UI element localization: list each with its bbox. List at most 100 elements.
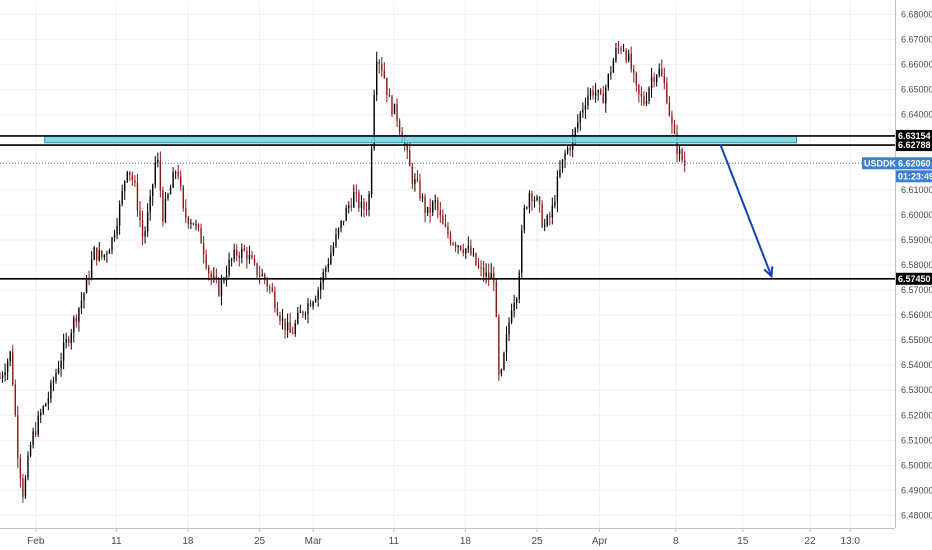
candle-body bbox=[607, 74, 610, 88]
candle-body bbox=[396, 103, 398, 121]
candle-body bbox=[286, 322, 289, 331]
candle-body bbox=[549, 215, 551, 218]
candle-body bbox=[365, 209, 368, 211]
candle-body bbox=[579, 112, 582, 123]
candle-body bbox=[355, 192, 358, 194]
candle-body bbox=[208, 267, 210, 274]
candle-body bbox=[60, 360, 62, 369]
candle-body bbox=[241, 248, 243, 259]
candle-body bbox=[29, 444, 32, 456]
candle-body bbox=[340, 220, 342, 229]
candle-body bbox=[645, 100, 648, 104]
candle-body bbox=[129, 171, 131, 176]
candle-body bbox=[34, 431, 37, 435]
candle-body bbox=[322, 272, 324, 283]
candle-body bbox=[666, 83, 668, 103]
candle-body bbox=[146, 212, 149, 232]
candle-body bbox=[45, 403, 47, 407]
candle-body bbox=[475, 253, 477, 265]
candle-body bbox=[312, 301, 314, 307]
candle-body bbox=[477, 264, 480, 268]
candle-body bbox=[320, 282, 322, 291]
candle-body bbox=[276, 307, 279, 315]
candle-body bbox=[589, 90, 592, 96]
candle-body bbox=[103, 254, 106, 257]
level-price-tag-label: 6.62788 bbox=[898, 140, 931, 150]
candle-body bbox=[144, 231, 146, 237]
candle-body bbox=[162, 190, 164, 222]
candle-body bbox=[434, 200, 436, 203]
x-tick-label: 11 bbox=[389, 536, 400, 547]
candle-body bbox=[577, 122, 579, 129]
candle-body bbox=[236, 249, 238, 256]
candle-body bbox=[536, 196, 538, 201]
candle-body bbox=[177, 172, 179, 177]
x-tick-label: 8 bbox=[673, 536, 679, 547]
last-price-tag-label: 6.62060 bbox=[898, 158, 931, 168]
candle-body bbox=[337, 228, 340, 235]
candle-body bbox=[668, 102, 671, 116]
candle-body bbox=[617, 47, 620, 49]
candle-body bbox=[564, 153, 566, 160]
candle-body bbox=[582, 109, 584, 113]
candle-body bbox=[159, 160, 162, 191]
candle-body bbox=[271, 287, 274, 292]
candle-body bbox=[360, 202, 363, 208]
candle-body bbox=[22, 478, 24, 498]
candle-body bbox=[124, 181, 126, 192]
candle-body bbox=[213, 276, 215, 279]
candle-body bbox=[414, 179, 416, 184]
candle-body bbox=[353, 192, 355, 208]
candle-body bbox=[561, 159, 564, 170]
candle-body bbox=[615, 47, 617, 61]
candle-body bbox=[246, 250, 248, 260]
candle-body bbox=[459, 245, 462, 250]
candle-body bbox=[90, 259, 93, 279]
candle-body bbox=[409, 150, 411, 167]
candle-body bbox=[251, 255, 253, 259]
candle-body bbox=[284, 318, 286, 331]
candle-body bbox=[635, 72, 638, 85]
candle-body bbox=[503, 352, 505, 370]
x-tick-label: 18 bbox=[182, 536, 194, 547]
candle-body bbox=[513, 302, 515, 311]
y-tick-label: 6.60000 bbox=[901, 210, 932, 220]
candle-body bbox=[447, 226, 449, 235]
candle-body bbox=[541, 204, 543, 227]
candle-body bbox=[681, 149, 683, 161]
candle-body bbox=[228, 259, 230, 275]
candle-body bbox=[370, 148, 373, 195]
y-tick-label: 6.64000 bbox=[901, 110, 932, 120]
y-tick-label: 6.67000 bbox=[901, 35, 932, 45]
candle-body bbox=[292, 332, 294, 334]
candle-body bbox=[602, 93, 604, 104]
candle-body bbox=[393, 103, 396, 115]
candle-body bbox=[309, 303, 312, 307]
candle-body bbox=[490, 273, 492, 279]
time-axis[interactable]: Feb 11 18 25 Mar 11 18 25 Apr 8 15 22 13:0 bbox=[0, 528, 895, 547]
candle-body bbox=[50, 382, 52, 399]
candle-body bbox=[376, 61, 378, 95]
candle-body bbox=[627, 53, 630, 61]
y-tick-label: 6.66000 bbox=[901, 60, 932, 70]
candle-body bbox=[673, 124, 676, 134]
candle-body bbox=[426, 207, 429, 213]
candle-body bbox=[467, 246, 470, 249]
candle-body bbox=[419, 180, 421, 199]
candle-body bbox=[648, 88, 650, 101]
level-price-tag-label: 6.63154 bbox=[898, 131, 931, 141]
candle-body bbox=[106, 253, 108, 255]
candle-body bbox=[174, 172, 177, 174]
candle-body bbox=[111, 237, 113, 251]
candle-body bbox=[12, 351, 14, 385]
candle-body bbox=[24, 477, 27, 498]
candle-body bbox=[253, 258, 256, 264]
candle-body bbox=[131, 175, 134, 181]
candle-body bbox=[625, 50, 627, 61]
arrow-head bbox=[763, 266, 774, 279]
candle-body bbox=[9, 351, 11, 362]
candle-body bbox=[431, 202, 434, 213]
candle-body bbox=[304, 313, 307, 315]
candle-body bbox=[299, 311, 302, 313]
